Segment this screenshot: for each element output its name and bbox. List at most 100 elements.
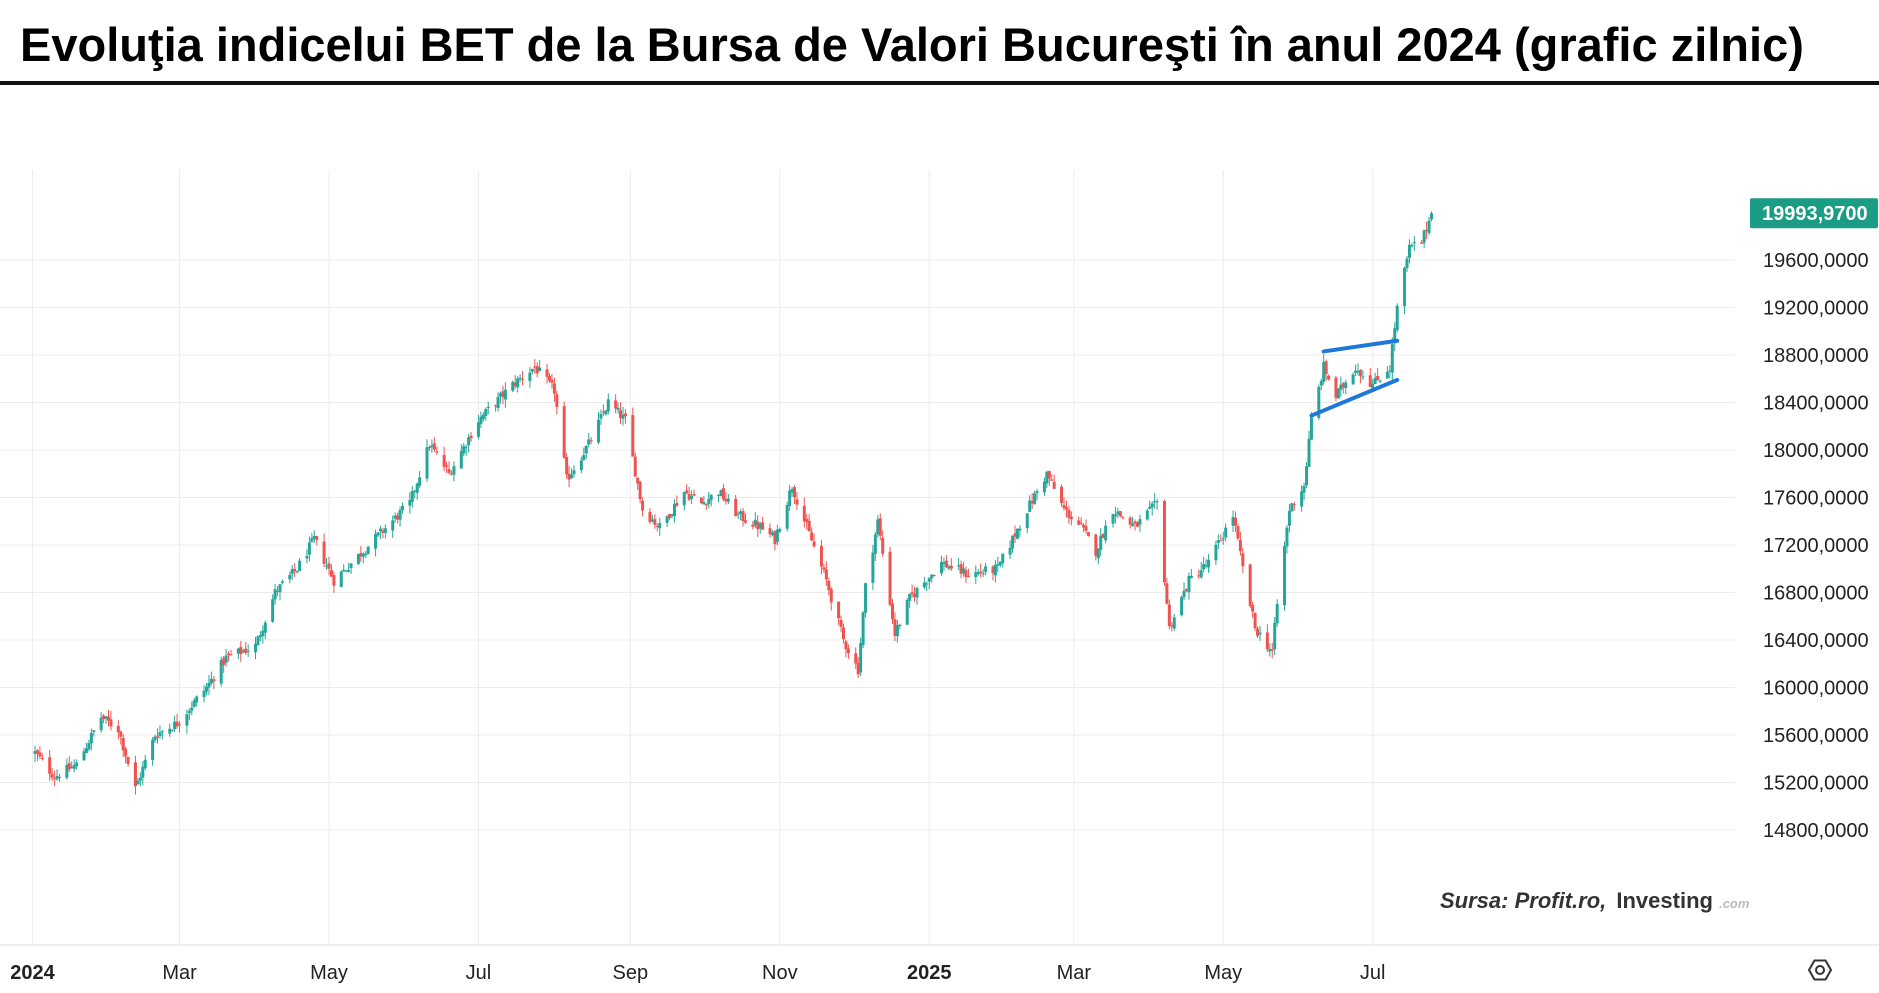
candle-body	[425, 447, 429, 479]
candle-body	[550, 379, 554, 383]
candle-body	[418, 477, 422, 486]
candle-body	[499, 393, 502, 397]
candle-body	[1309, 417, 1313, 440]
candle-body	[533, 366, 537, 368]
candle-body	[280, 581, 284, 583]
candle-body	[966, 576, 970, 578]
candle-body	[1292, 504, 1296, 506]
candle-body	[582, 455, 586, 461]
candle-body	[87, 743, 91, 750]
candle-body	[173, 721, 177, 730]
candle-body	[195, 696, 199, 703]
gear-icon[interactable]	[1807, 959, 1833, 981]
candle-body	[665, 516, 669, 523]
candle-body	[361, 553, 365, 557]
candle-body	[1248, 564, 1252, 606]
candle-body	[538, 367, 542, 372]
candle-body	[447, 469, 451, 473]
candle-body	[930, 574, 934, 579]
candle-body	[383, 528, 387, 534]
candle-body	[246, 650, 250, 652]
candle-body	[739, 511, 743, 515]
candle-body	[709, 494, 713, 501]
source-credit: Sursa: Profit.ro, Investing .com	[1440, 888, 1750, 913]
candle-body	[570, 474, 574, 479]
candle-body	[1150, 503, 1154, 508]
candle-body	[822, 567, 826, 570]
candle-body	[325, 565, 329, 567]
candle-body	[991, 566, 995, 574]
candle-body	[744, 520, 747, 523]
candle-body	[1104, 525, 1108, 541]
candle-body	[1344, 382, 1348, 389]
candle-body	[410, 491, 414, 502]
candle-body	[241, 650, 245, 653]
candle-body	[528, 372, 532, 382]
candle-body	[964, 570, 968, 578]
candle-body	[638, 481, 642, 500]
x-tick-label: Jul	[1360, 962, 1386, 984]
candle-body	[552, 383, 556, 394]
candle-body	[452, 466, 456, 475]
candle-body	[895, 625, 899, 637]
candle-body	[996, 564, 1000, 566]
candle-body	[450, 473, 453, 475]
candle-body	[1013, 533, 1017, 537]
candle-body	[271, 599, 275, 622]
candle-body	[1001, 553, 1005, 564]
x-tick-label: May	[1204, 962, 1242, 984]
candle-body	[445, 465, 449, 467]
candle-body	[793, 487, 796, 498]
candle-body	[1251, 604, 1255, 612]
candle-body	[229, 654, 233, 656]
candle-body	[717, 495, 721, 497]
candle-body	[205, 686, 208, 692]
candle-body	[1128, 517, 1132, 525]
candle-body	[1060, 486, 1064, 503]
candle-body	[349, 563, 353, 569]
candle-body	[905, 600, 909, 625]
trendlines	[1309, 338, 1400, 418]
candle-body	[415, 483, 419, 493]
x-axis: 2024 Mar May Jul Sep Nov 2025 Mar May Jul	[0, 944, 1879, 984]
candle-body	[107, 716, 110, 721]
candle-body	[1155, 501, 1159, 503]
candle-body	[494, 405, 498, 407]
candle-body	[1180, 597, 1184, 616]
trendline	[1321, 338, 1400, 354]
candle-body	[1118, 511, 1122, 517]
candle-body	[347, 569, 351, 572]
candle-body	[942, 562, 946, 564]
candle-body	[1258, 632, 1262, 635]
candle-body	[521, 378, 525, 380]
candle-body	[276, 591, 280, 593]
y-tick-label: 19200,0000	[1763, 298, 1869, 320]
candle-body	[1216, 540, 1220, 543]
candle-body	[908, 593, 912, 601]
candle-body	[1393, 328, 1397, 343]
candle-body	[1018, 528, 1022, 531]
y-tick-label: 16000,0000	[1763, 678, 1869, 700]
candle-body	[239, 646, 243, 655]
candle-body	[927, 577, 931, 582]
candle-body	[619, 410, 623, 419]
candle-body	[290, 568, 294, 575]
candle-body	[682, 491, 686, 506]
y-tick-label: 15600,0000	[1763, 725, 1869, 747]
candle-body	[305, 556, 309, 559]
candle-body	[1265, 632, 1269, 650]
candle-body	[1133, 521, 1137, 524]
candle-body	[1096, 548, 1100, 559]
candle-body	[788, 490, 792, 507]
candle-body	[707, 499, 711, 505]
candle-body	[462, 445, 466, 454]
candle-body	[736, 513, 740, 515]
candle-body	[1221, 538, 1225, 540]
candle-body	[805, 518, 809, 523]
candle-body	[1084, 526, 1088, 531]
candle-body	[236, 648, 240, 654]
x-tick-label: Jul	[466, 962, 492, 984]
candle-body	[530, 368, 534, 372]
candle-body	[1390, 344, 1394, 373]
